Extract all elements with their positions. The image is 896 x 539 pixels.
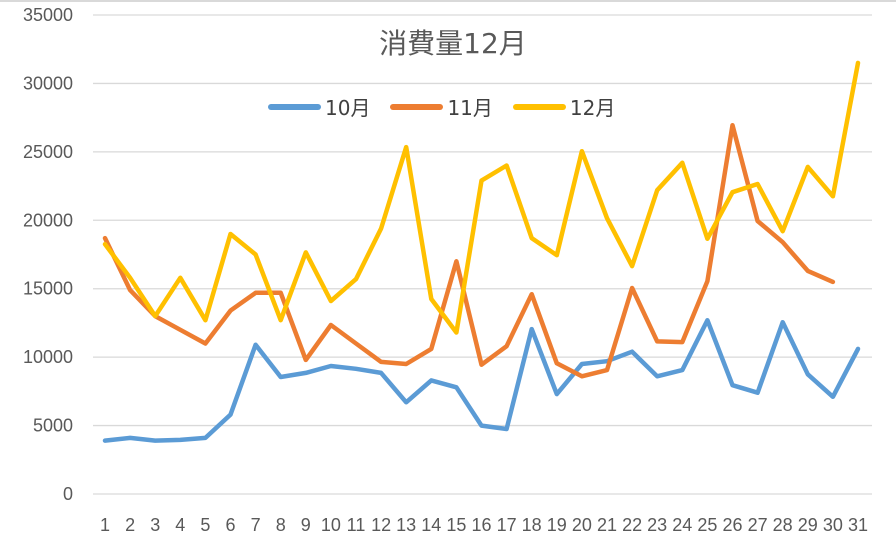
x-tick-label: 29 (798, 515, 818, 535)
x-tick-label: 5 (200, 515, 210, 535)
legend-label: 11月 (447, 96, 493, 120)
x-tick-label: 28 (773, 515, 793, 535)
legend-label: 12月 (569, 96, 616, 120)
x-tick-label: 2 (125, 515, 135, 535)
legend-swatch-icon (512, 103, 566, 110)
y-tick-label: 20000 (23, 210, 73, 230)
x-tick-label: 15 (446, 515, 466, 535)
x-tick-label: 27 (748, 515, 768, 535)
y-tick-label: 5000 (33, 416, 73, 436)
y-tick-label: 25000 (23, 142, 73, 162)
x-tick-label: 3 (150, 515, 160, 535)
y-tick-label: 10000 (23, 347, 73, 367)
series-line (102, 317, 861, 443)
legend: 10月 11月 12月 (268, 92, 635, 121)
y-tick-label: 0 (63, 484, 73, 504)
legend-item-oct: 10月 (268, 92, 370, 121)
x-tick-label: 21 (597, 515, 617, 535)
x-tick-label: 11 (347, 515, 366, 535)
x-tick-label: 19 (547, 515, 567, 535)
legend-item-nov: 11月 (390, 92, 493, 121)
x-tick-label: 12 (371, 515, 391, 535)
x-tick-label: 23 (647, 515, 667, 535)
y-tick-label: 15000 (23, 279, 73, 299)
x-tick-label: 30 (823, 515, 843, 535)
x-tick-label: 20 (572, 515, 592, 535)
x-tick-label: 1 (100, 515, 110, 535)
x-tick-label: 18 (522, 515, 542, 535)
y-tick-label: 30000 (23, 73, 73, 93)
x-tick-label: 7 (251, 515, 261, 535)
x-tick-label: 31 (848, 515, 868, 535)
x-tick-label: 8 (276, 515, 286, 535)
legend-item-dec: 12月 (512, 92, 616, 121)
x-tick-label: 6 (225, 515, 235, 535)
series-line (102, 60, 861, 335)
chart-title: 消費量12月 (379, 27, 527, 60)
x-tick-label: 13 (396, 515, 416, 535)
legend-label: 10月 (325, 96, 371, 120)
y-tick-label: 35000 (23, 5, 73, 25)
x-tick-label: 26 (722, 515, 742, 535)
legend-swatch-icon (390, 103, 444, 110)
series-line (102, 122, 836, 379)
x-tick-label: 17 (497, 515, 517, 535)
x-tick-label: 16 (471, 515, 491, 535)
x-tick-label: 10 (321, 515, 341, 535)
x-tick-label: 9 (301, 515, 311, 535)
x-tick-label: 22 (622, 515, 642, 535)
x-tick-label: 4 (175, 515, 185, 535)
x-tick-label: 14 (421, 515, 441, 535)
x-tick-label: 24 (672, 515, 692, 535)
legend-swatch-icon (268, 103, 321, 110)
x-tick-label: 25 (697, 515, 717, 535)
